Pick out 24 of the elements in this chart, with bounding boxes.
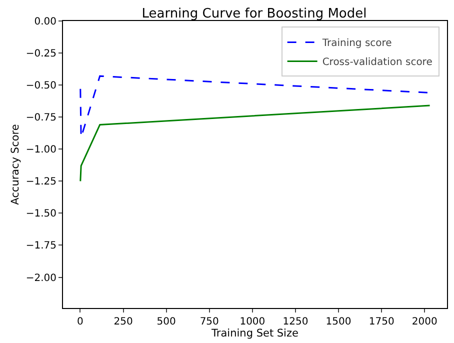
x-tick-label: 2000 — [412, 316, 438, 328]
x-tick-label: 1500 — [326, 316, 352, 328]
y-tick-label: −0.50 — [26, 80, 56, 92]
legend-label: Training score — [321, 38, 392, 50]
x-axis-title: Training Set Size — [210, 328, 298, 340]
x-tick-label: 500 — [156, 316, 176, 328]
y-tick-label: −0.25 — [26, 48, 56, 60]
x-tick-label: 250 — [114, 316, 133, 328]
y-tick-label: 0.00 — [34, 16, 56, 28]
x-tick-label: 750 — [200, 316, 219, 328]
x-tick-label: 1250 — [282, 316, 308, 328]
x-tick-label: 1000 — [240, 316, 266, 328]
y-tick-label: −2.00 — [26, 272, 56, 284]
x-tick-label: 1750 — [368, 316, 394, 328]
y-tick-label: −1.00 — [26, 144, 56, 156]
y-tick-label: −1.25 — [26, 176, 56, 188]
y-tick-label: −0.75 — [26, 112, 56, 124]
chart-title: Learning Curve for Boosting Model — [142, 6, 367, 22]
y-tick-label: −1.75 — [26, 240, 56, 252]
y-axis-title: Accuracy Score — [10, 124, 22, 205]
y-tick-label: −1.50 — [26, 208, 56, 220]
line-series — [80, 104, 431, 182]
x-tick-label: 0 — [77, 316, 84, 328]
legend-label: Cross-validation score — [322, 57, 432, 68]
